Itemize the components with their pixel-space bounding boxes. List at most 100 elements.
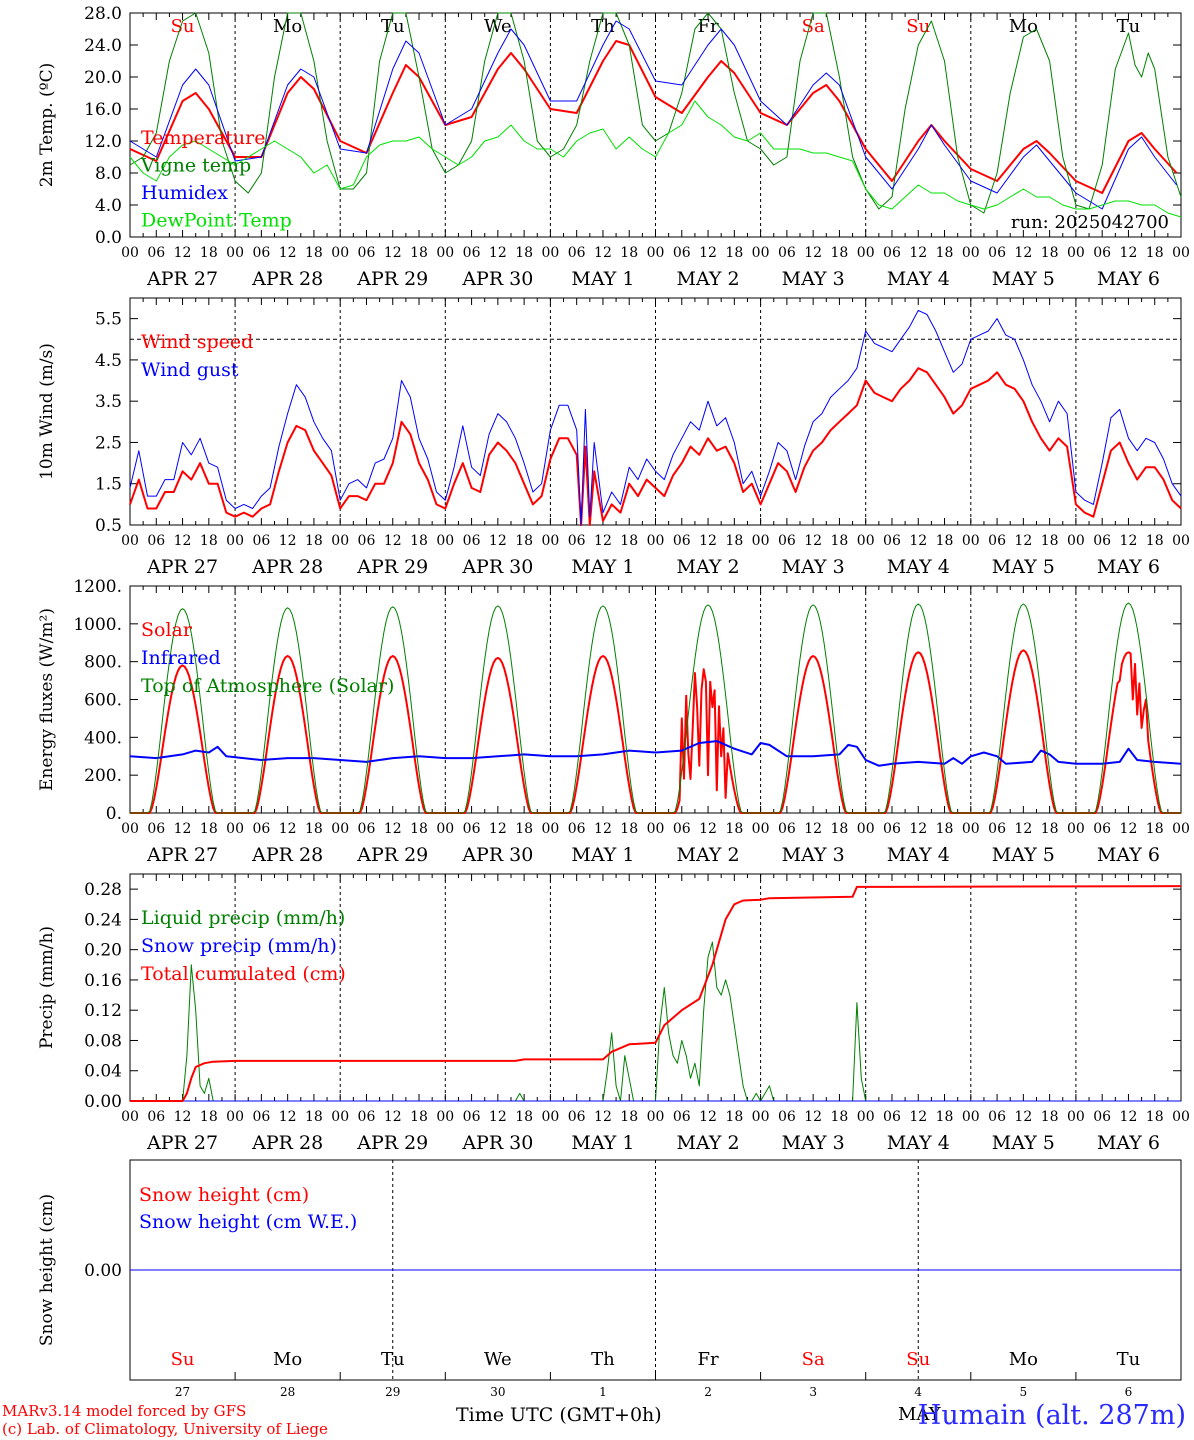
series-line-temperature <box>129 40 1178 194</box>
x-hour-label: 06 <box>883 821 901 837</box>
x-hour-label: 18 <box>725 821 743 837</box>
x-hour-label: 06 <box>463 533 481 549</box>
x-hour-label: 18 <box>200 245 218 261</box>
x-day-label: MAY 1 <box>571 1132 634 1154</box>
x-hour-label: 00 <box>752 533 770 549</box>
x-day-label: APR 29 <box>356 556 428 578</box>
x-day-label: MAY 5 <box>992 844 1055 866</box>
x-hour-label: 06 <box>252 245 270 261</box>
x-hour-label: 00 <box>541 821 559 837</box>
x-hour-label: 18 <box>515 533 533 549</box>
series-line-humidex <box>129 20 1177 210</box>
x-hour-label: 06 <box>252 533 270 549</box>
y-axis-label: 10m Wind (m/s) <box>37 343 57 480</box>
legend-entry: Solar <box>141 619 193 641</box>
x-hour-label: 00 <box>752 821 770 837</box>
x-hour-label: 00 <box>1172 821 1190 837</box>
x-hour-label: 12 <box>174 245 192 261</box>
x-hour-label: 18 <box>1041 533 1059 549</box>
x-hour-label: 00 <box>436 1109 454 1125</box>
x-hour-label: 00 <box>331 533 349 549</box>
y-tick-label: 600. <box>84 691 122 711</box>
x-hour-label: 00 <box>1067 1109 1085 1125</box>
x-day-number: 27 <box>175 1385 190 1399</box>
legend-entry: DewPoint Temp <box>141 210 292 232</box>
y-tick-label: 0.00 <box>84 1261 122 1281</box>
credit-model: MARv3.14 model forced by GFS <box>2 1402 247 1420</box>
x-hour-label: 12 <box>594 1109 612 1125</box>
x-hour-label: 18 <box>620 821 638 837</box>
weekday-label: Fr <box>698 16 719 37</box>
x-day-number: 29 <box>385 1385 400 1399</box>
x-hour-label: 06 <box>463 245 481 261</box>
x-hour-label: 00 <box>226 533 244 549</box>
y-tick-label: 24.0 <box>84 36 122 56</box>
x-hour-label: 00 <box>121 1109 139 1125</box>
x-hour-label: 00 <box>962 245 980 261</box>
x-day-label: MAY 4 <box>887 1132 950 1154</box>
x-hour-label: 06 <box>673 533 691 549</box>
legend-entry: Temperature <box>141 127 265 149</box>
x-hour-label: 06 <box>1093 533 1111 549</box>
weekday-label: We <box>484 16 512 37</box>
x-hour-label: 12 <box>384 533 402 549</box>
x-hour-label: 00 <box>1067 821 1085 837</box>
x-hour-label: 18 <box>200 533 218 549</box>
x-day-label: APR 28 <box>251 556 323 578</box>
x-hour-label: 18 <box>936 1109 954 1125</box>
x-hour-label: 18 <box>410 1109 428 1125</box>
month-label: MAY <box>898 1404 941 1425</box>
x-hour-label: 06 <box>147 1109 165 1125</box>
x-hour-label: 00 <box>962 821 980 837</box>
y-axis-label: 2m Temp. (ºC) <box>37 63 57 188</box>
legend-entry: Snow precip (mm/h) <box>141 935 337 957</box>
x-hour-label: 06 <box>147 245 165 261</box>
x-day-label: MAY 2 <box>677 556 740 578</box>
x-hour-label: 18 <box>515 245 533 261</box>
x-day-number: 6 <box>1125 1385 1133 1399</box>
x-day-label: MAY 3 <box>782 556 845 578</box>
y-tick-label: 1000. <box>73 615 122 635</box>
series-line-infrared <box>129 740 1182 767</box>
x-hour-label: 12 <box>804 245 822 261</box>
x-hour-label: 18 <box>620 245 638 261</box>
series-line-wind-gust <box>129 309 1182 526</box>
legend-entry: Humidex <box>141 182 228 204</box>
panel-2: 0.5 1.5 2.5 3.5 4.5 5.5 10m Wind (m/s) 00 06 12 18… <box>37 297 1190 578</box>
x-hour-label: 00 <box>1067 245 1085 261</box>
x-hour-label: 12 <box>909 1109 927 1125</box>
weekday-label: Mo <box>273 16 302 37</box>
x-hour-label: 00 <box>1172 245 1190 261</box>
x-day-number: 2 <box>704 1385 712 1399</box>
x-hour-label: 18 <box>725 533 743 549</box>
x-hour-label: 06 <box>147 533 165 549</box>
weekday-label: Su <box>171 1349 195 1370</box>
x-hour-label: 12 <box>174 1109 192 1125</box>
legend-entry: Snow height (cm W.E.) <box>139 1211 357 1233</box>
x-hour-label: 18 <box>515 1109 533 1125</box>
x-hour-label: 06 <box>778 821 796 837</box>
station-name: Humain (alt. 287m) <box>917 1400 1186 1431</box>
x-day-label: APR 29 <box>356 1132 428 1154</box>
x-hour-label: 12 <box>1120 533 1138 549</box>
x-hour-label: 18 <box>620 1109 638 1125</box>
y-tick-label: 200. <box>84 766 122 786</box>
x-hour-label: 18 <box>1041 821 1059 837</box>
x-hour-label: 06 <box>1093 1109 1111 1125</box>
x-hour-label: 00 <box>647 1109 665 1125</box>
x-hour-label: 12 <box>489 533 507 549</box>
x-hour-label: 06 <box>673 1109 691 1125</box>
x-hour-label: 18 <box>620 533 638 549</box>
x-day-label: MAY 4 <box>887 556 950 578</box>
x-hour-label: 18 <box>1146 821 1164 837</box>
y-axis-label: Energy fluxes (W/m²) <box>37 608 57 791</box>
x-hour-label: 18 <box>410 533 428 549</box>
y-tick-label: 0.28 <box>84 880 122 900</box>
x-hour-label: 06 <box>778 1109 796 1125</box>
x-hour-label: 18 <box>725 245 743 261</box>
legend-entry: Vigne temp <box>140 155 251 177</box>
x-hour-label: 18 <box>936 821 954 837</box>
x-hour-label: 06 <box>252 1109 270 1125</box>
weekday-label: Sa <box>802 1349 825 1370</box>
